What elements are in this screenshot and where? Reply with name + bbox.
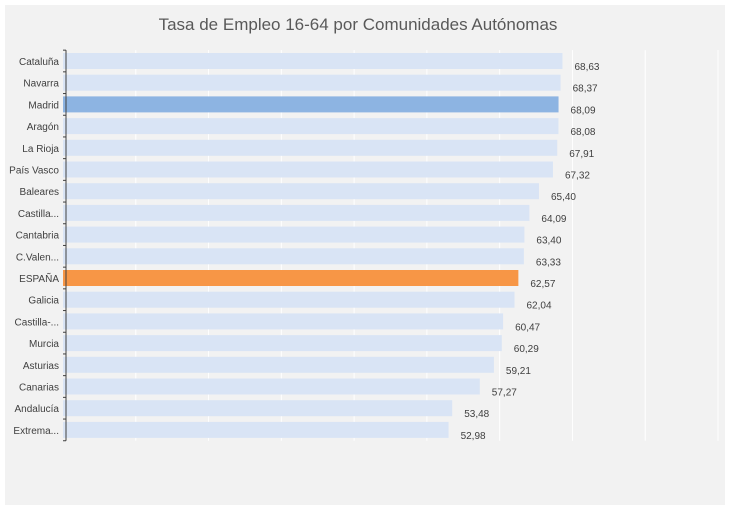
value-label-1: 68,37	[573, 84, 598, 95]
category-axis: Cataluña Navarra Madrid Aragón La Rioja País …	[9, 49, 67, 442]
bar-9	[63, 248, 524, 265]
bar-5	[63, 161, 553, 178]
value-label-16: 53,48	[464, 409, 489, 420]
value-label-8: 63,40	[536, 236, 561, 247]
category-label-10: ESPAÑA	[19, 272, 59, 285]
category-label-0: Cataluña	[19, 57, 59, 68]
value-label-4: 67,91	[569, 149, 594, 160]
value-label-15: 57,27	[492, 388, 517, 399]
labels: 68,63 68,37 68,09 68,08 67,91 67,32 65,40 64,09…	[461, 62, 600, 442]
bar-15	[63, 378, 480, 395]
bar-16	[63, 400, 453, 417]
value-label-6: 65,40	[551, 192, 576, 203]
bar-7	[63, 204, 530, 221]
value-label-11: 62,04	[527, 301, 552, 312]
grid-lines	[135, 50, 719, 441]
bar-12	[63, 313, 504, 330]
category-label-1: Navarra	[23, 79, 59, 90]
category-label-9: C.Valen...	[16, 252, 59, 263]
bar-14	[63, 356, 494, 373]
category-label-2: Madrid	[28, 100, 59, 111]
category-label-15: Canarias	[19, 383, 59, 394]
bar-4	[63, 139, 558, 156]
bar-3	[63, 118, 559, 135]
chart-title: Tasa de Empleo 16-64 por Comunidades Aut…	[159, 15, 558, 34]
category-label-16: Andalucía	[15, 404, 60, 415]
category-label-6: Baleares	[20, 187, 59, 198]
category-label-3: Aragón	[27, 122, 59, 133]
chart-panel: Tasa de Empleo 16-64 por Comunidades Aut…	[5, 5, 725, 505]
category-label-13: Murcia	[29, 339, 59, 350]
bar-6	[63, 183, 539, 200]
bar-11	[63, 291, 515, 308]
value-label-0: 68,63	[574, 62, 599, 73]
value-label-13: 60,29	[514, 344, 539, 355]
category-label-12: Castilla-...	[15, 317, 59, 328]
category-label-14: Asturias	[23, 361, 59, 372]
category-label-11: Galicia	[28, 296, 59, 307]
category-label-4: La Rioja	[22, 144, 59, 155]
value-label-9: 63,33	[536, 257, 561, 268]
bar-0	[63, 53, 563, 69]
value-label-10: 62,57	[530, 279, 555, 290]
bar-2	[63, 96, 559, 113]
bar-chart: Tasa de Empleo 16-64 por Comunidades Aut…	[9, 15, 719, 442]
value-label-17: 52,98	[461, 431, 486, 442]
value-label-12: 60,47	[515, 322, 540, 333]
value-label-14: 59,21	[506, 366, 531, 377]
value-label-2: 68,09	[571, 105, 596, 116]
value-label-3: 68,08	[570, 127, 595, 138]
category-label-7: Castilla...	[18, 209, 59, 220]
bar-1	[63, 74, 561, 91]
bar-17	[63, 421, 449, 438]
bar-13	[63, 335, 502, 352]
category-label-8: Cantabria	[16, 231, 60, 242]
bars	[63, 53, 563, 438]
value-label-7: 64,09	[541, 214, 566, 225]
category-label-5: País Vasco	[9, 166, 59, 177]
bar-8	[63, 226, 525, 243]
category-label-17: Extrema...	[13, 426, 59, 437]
bar-10	[63, 270, 519, 286]
value-label-5: 67,32	[565, 171, 590, 182]
